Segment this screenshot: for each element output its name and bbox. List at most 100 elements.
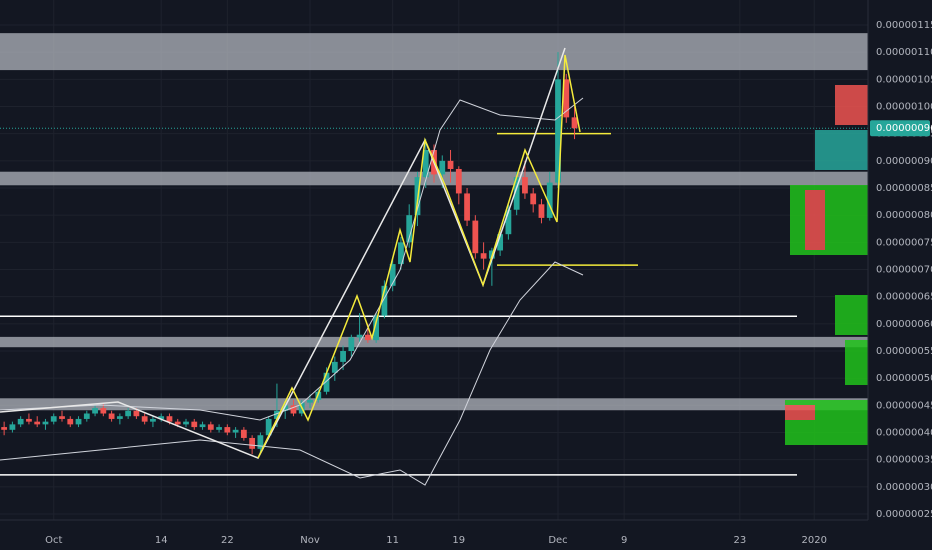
last-price-tag bbox=[870, 120, 930, 137]
candle-body bbox=[364, 334, 371, 341]
candle-body bbox=[422, 149, 429, 178]
candle-body bbox=[92, 408, 98, 414]
candle-body bbox=[1, 427, 8, 430]
candle-body bbox=[455, 168, 462, 194]
candle-body bbox=[125, 410, 132, 417]
candle-body bbox=[513, 177, 520, 210]
candle-body bbox=[563, 79, 570, 118]
candle-body bbox=[555, 79, 561, 183]
x-tick-label: Nov bbox=[300, 535, 320, 546]
zigzag-yellow bbox=[257, 54, 581, 459]
candle-body bbox=[83, 413, 90, 419]
y-tick-label: 0.00000090 bbox=[876, 156, 932, 167]
y-tick-label: 0.00000085 bbox=[876, 183, 932, 194]
candle-body bbox=[406, 215, 413, 243]
zone bbox=[0, 336, 868, 348]
x-tick-label: 19 bbox=[452, 535, 465, 546]
candle-body bbox=[439, 160, 446, 175]
y-tick-label: 0.00000075 bbox=[876, 237, 932, 248]
candle-body bbox=[100, 408, 107, 414]
candle-body bbox=[257, 435, 264, 449]
candle-body bbox=[464, 193, 470, 221]
bollinger-lower bbox=[0, 261, 584, 486]
drawings bbox=[0, 47, 584, 486]
candle-body bbox=[447, 160, 454, 169]
profile-bar bbox=[835, 85, 868, 125]
y-tick-label: 0.00000035 bbox=[876, 455, 932, 466]
candle-body bbox=[381, 285, 388, 316]
x-tick-label: Dec bbox=[548, 535, 567, 546]
candle-body bbox=[240, 429, 247, 438]
zone bbox=[0, 33, 868, 71]
profile-bar bbox=[815, 130, 868, 170]
x-tick-label: 9 bbox=[621, 535, 627, 546]
candle-body bbox=[348, 337, 355, 352]
candle-body bbox=[505, 209, 512, 235]
candle-body bbox=[373, 315, 380, 341]
x-tick-label: 22 bbox=[221, 535, 234, 546]
candle-body bbox=[216, 427, 222, 430]
candle-body bbox=[389, 264, 396, 286]
candle-body bbox=[199, 424, 206, 428]
levels bbox=[0, 127, 868, 476]
candle-body bbox=[480, 253, 487, 259]
profile-bar bbox=[805, 190, 825, 250]
candle-body bbox=[232, 429, 239, 433]
candle-body bbox=[224, 427, 231, 433]
candle-body bbox=[249, 437, 256, 449]
candle-body bbox=[166, 416, 173, 422]
x-tick-label: 14 bbox=[155, 535, 168, 546]
candle-body bbox=[356, 334, 363, 338]
candle-body bbox=[538, 204, 545, 218]
candle-body bbox=[571, 117, 578, 129]
candle-body bbox=[530, 193, 537, 205]
y-tick-label: 0.00000060 bbox=[876, 319, 932, 330]
candle-body bbox=[17, 418, 24, 425]
axes: 0.00000025 0.00000030 0.00000035 0.00000040… bbox=[45, 20, 932, 546]
candle-body bbox=[522, 177, 528, 194]
candle-body bbox=[42, 421, 49, 425]
candle-body bbox=[141, 416, 148, 422]
profile-bar bbox=[785, 405, 815, 420]
candle-body bbox=[340, 351, 346, 362]
candle-body bbox=[67, 418, 74, 425]
y-tick-label: 0.00000080 bbox=[876, 210, 932, 221]
candle-body bbox=[183, 421, 189, 425]
y-tick-label: 0.00000115 bbox=[876, 20, 932, 31]
candle-body bbox=[150, 418, 156, 422]
y-tick-label: 0.00000105 bbox=[876, 74, 932, 85]
candle-body bbox=[34, 421, 41, 425]
y-tick-label: 0.00000070 bbox=[876, 265, 932, 276]
x-tick-label: 23 bbox=[733, 535, 746, 546]
candle-body bbox=[174, 421, 181, 425]
profile-bar bbox=[790, 185, 868, 255]
x-tick-label: 11 bbox=[386, 535, 399, 546]
candle-body bbox=[398, 242, 404, 265]
candle-body bbox=[108, 413, 115, 419]
candle-body bbox=[75, 418, 82, 425]
profile-bar bbox=[845, 340, 868, 385]
candle-body bbox=[472, 220, 479, 254]
candle-body bbox=[546, 182, 553, 218]
last-price-label: 0.00000096 bbox=[876, 123, 932, 134]
profile-bar bbox=[835, 295, 868, 335]
candle-body bbox=[59, 416, 65, 419]
candle-body bbox=[133, 410, 140, 417]
candle-body bbox=[331, 361, 338, 373]
candle-body bbox=[307, 399, 313, 403]
candle-body bbox=[26, 418, 32, 422]
candle-body bbox=[323, 372, 330, 392]
candle-body bbox=[158, 416, 165, 419]
candle-body bbox=[207, 424, 214, 430]
x-tick-label: 2020 bbox=[802, 535, 827, 546]
y-tick-label: 0.00000040 bbox=[876, 428, 932, 439]
candle-body bbox=[290, 405, 297, 414]
candle-body bbox=[116, 416, 123, 419]
y-tick-label: 0.00000055 bbox=[876, 346, 932, 357]
candle-body bbox=[265, 418, 272, 436]
candle-body bbox=[282, 405, 289, 411]
volume-profile bbox=[785, 85, 868, 445]
y-tick-label: 0.00000045 bbox=[876, 400, 932, 411]
candle-body bbox=[50, 416, 57, 422]
